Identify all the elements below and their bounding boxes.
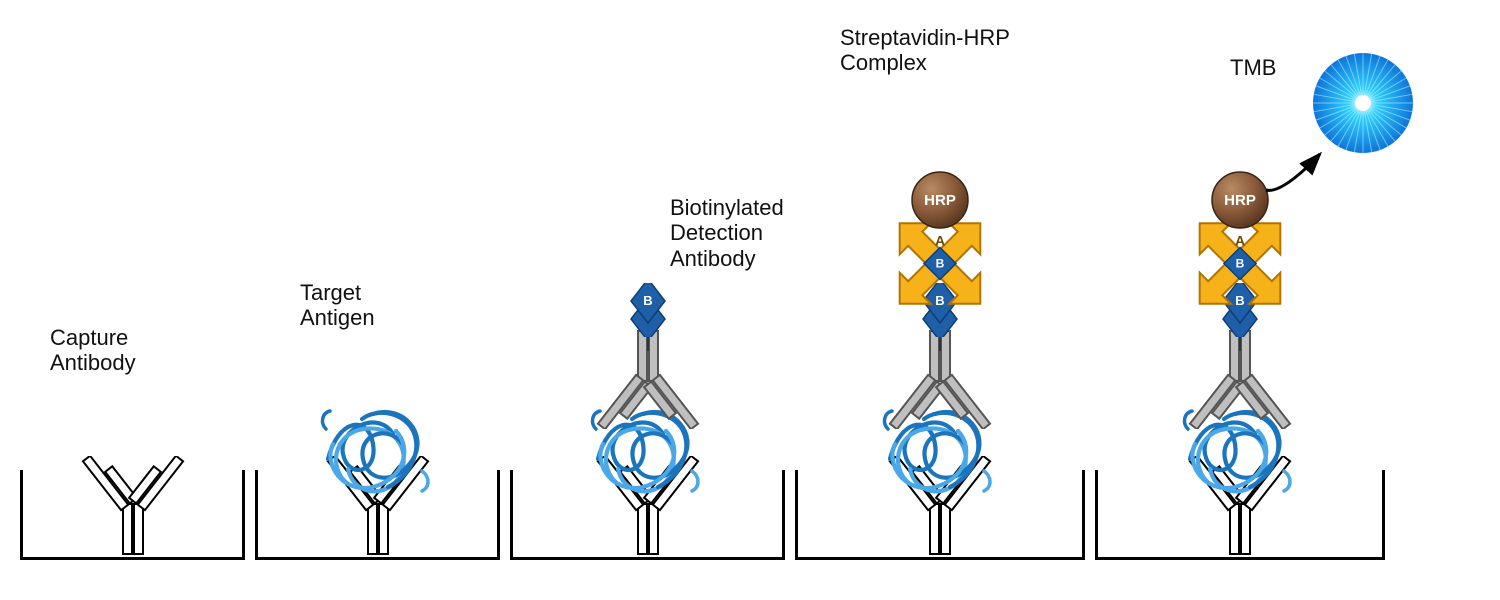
panel-label: Target Antigen	[300, 280, 375, 331]
svg-text:B: B	[1236, 257, 1245, 271]
svg-text:HRP: HRP	[924, 192, 956, 209]
linker	[1239, 337, 1241, 351]
svg-text:B: B	[936, 257, 945, 271]
linker	[939, 337, 941, 351]
panel-label: Streptavidin-HRP Complex	[840, 25, 1010, 76]
svg-text:HRP: HRP	[1224, 192, 1256, 209]
linker	[647, 337, 649, 351]
svg-text:A: A	[935, 233, 945, 249]
panel-p1: Capture Antibody	[20, 40, 245, 560]
panel-p4: Streptavidin-HRP Complex B	[795, 40, 1085, 560]
biotin-icon: B	[626, 283, 670, 337]
tmb-signal-icon	[1310, 50, 1416, 156]
hrp-icon: HRP	[910, 170, 970, 230]
panel-p3: Biotinylated Detection Antibody B	[510, 40, 785, 560]
panel-label: TMB	[1230, 55, 1276, 80]
panel-p2: Target Antigen	[255, 40, 500, 560]
elisa-diagram: Capture Antibody Target Antigen Biotinyl…	[0, 0, 1500, 600]
panel-p5: TMB B BA	[1095, 40, 1385, 560]
capture-antibody-icon	[73, 456, 193, 556]
svg-text:A: A	[1235, 233, 1245, 249]
svg-text:B: B	[643, 293, 652, 308]
antigen-icon	[318, 399, 438, 494]
panel-label: Capture Antibody	[50, 325, 136, 376]
panel-label: Biotinylated Detection Antibody	[670, 195, 784, 271]
